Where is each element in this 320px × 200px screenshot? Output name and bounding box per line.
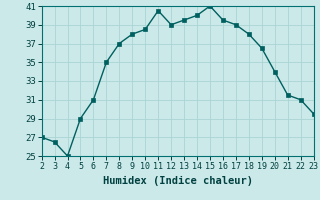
X-axis label: Humidex (Indice chaleur): Humidex (Indice chaleur) (103, 176, 252, 186)
